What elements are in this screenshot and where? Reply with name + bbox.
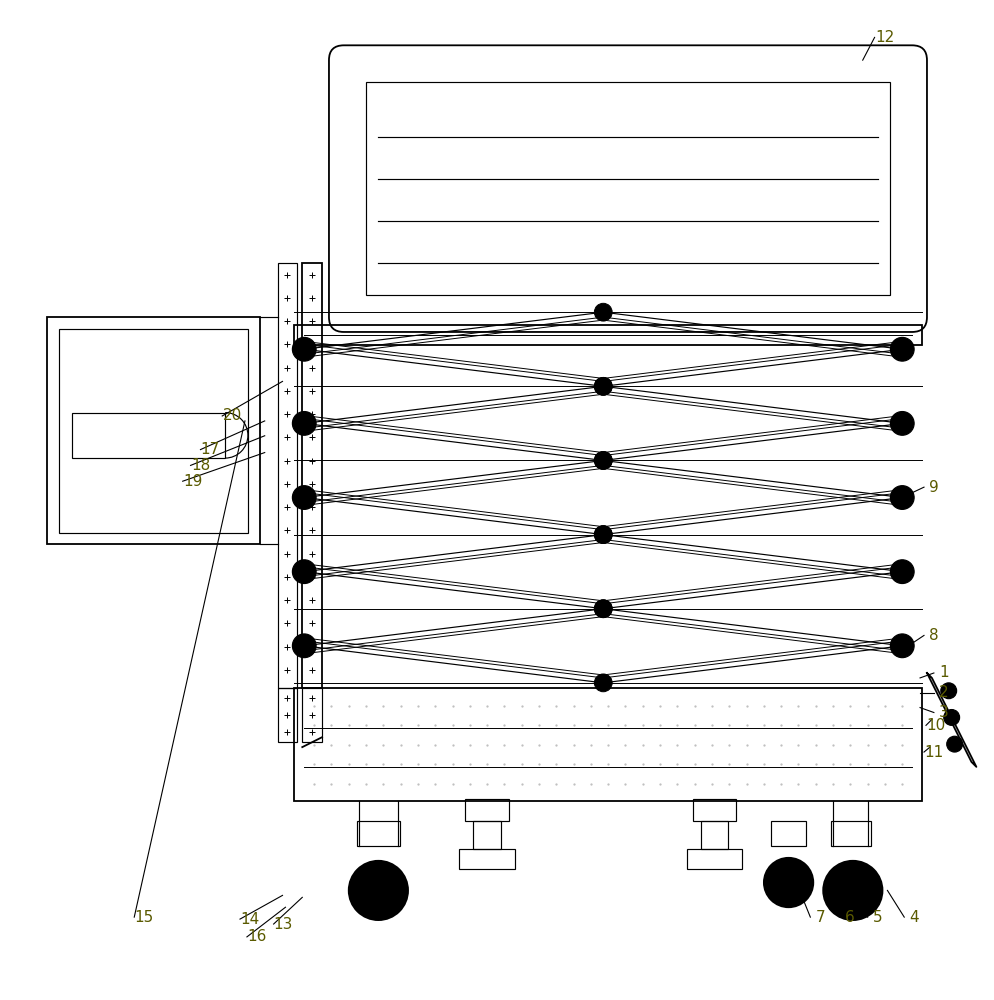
Circle shape <box>594 526 612 543</box>
Text: 3: 3 <box>939 705 948 720</box>
Circle shape <box>891 560 914 584</box>
Bar <box>701 821 729 849</box>
Text: 20: 20 <box>223 408 242 423</box>
Bar <box>366 82 891 295</box>
Bar <box>302 688 322 742</box>
Circle shape <box>292 634 316 658</box>
Circle shape <box>943 710 959 725</box>
Text: 9: 9 <box>929 480 938 495</box>
Text: 2: 2 <box>939 685 948 700</box>
Circle shape <box>946 736 962 752</box>
Circle shape <box>594 674 612 692</box>
Circle shape <box>594 377 612 395</box>
Bar <box>277 263 297 688</box>
Circle shape <box>594 452 612 469</box>
Text: 12: 12 <box>875 30 894 45</box>
Circle shape <box>940 683 956 699</box>
Bar <box>459 849 515 869</box>
Bar <box>693 799 737 821</box>
Circle shape <box>349 861 409 920</box>
Bar <box>72 413 226 458</box>
Text: 6: 6 <box>845 910 855 925</box>
Circle shape <box>292 486 316 509</box>
Bar <box>294 688 922 801</box>
Bar <box>465 799 509 821</box>
Circle shape <box>292 337 316 361</box>
Text: 15: 15 <box>134 910 154 925</box>
Bar <box>770 821 806 846</box>
Circle shape <box>891 337 914 361</box>
Text: 1: 1 <box>939 665 948 680</box>
Circle shape <box>594 600 612 618</box>
Text: 13: 13 <box>273 917 293 932</box>
Circle shape <box>763 858 813 907</box>
Text: 19: 19 <box>183 474 202 489</box>
Circle shape <box>891 634 914 658</box>
Text: 5: 5 <box>873 910 883 925</box>
Bar <box>294 325 922 345</box>
Bar <box>473 821 501 849</box>
Bar <box>48 317 259 544</box>
Circle shape <box>891 486 914 509</box>
Circle shape <box>292 412 316 435</box>
Text: 10: 10 <box>926 718 945 733</box>
Text: 18: 18 <box>191 458 210 473</box>
Circle shape <box>594 600 612 618</box>
Circle shape <box>891 412 914 435</box>
Circle shape <box>594 526 612 543</box>
FancyBboxPatch shape <box>329 45 927 332</box>
Bar <box>831 821 871 846</box>
Circle shape <box>594 377 612 395</box>
Circle shape <box>594 452 612 469</box>
Text: 11: 11 <box>924 745 943 760</box>
Text: 16: 16 <box>248 929 266 944</box>
Bar <box>302 263 322 688</box>
Text: 17: 17 <box>201 442 220 457</box>
Text: 8: 8 <box>929 628 938 643</box>
Bar <box>277 688 297 742</box>
Text: 7: 7 <box>815 910 825 925</box>
Text: 4: 4 <box>910 910 918 925</box>
Bar <box>59 329 248 533</box>
Bar <box>687 849 743 869</box>
Circle shape <box>823 861 883 920</box>
Circle shape <box>292 560 316 584</box>
Bar <box>357 821 401 846</box>
Circle shape <box>594 303 612 321</box>
Text: 14: 14 <box>241 912 259 927</box>
